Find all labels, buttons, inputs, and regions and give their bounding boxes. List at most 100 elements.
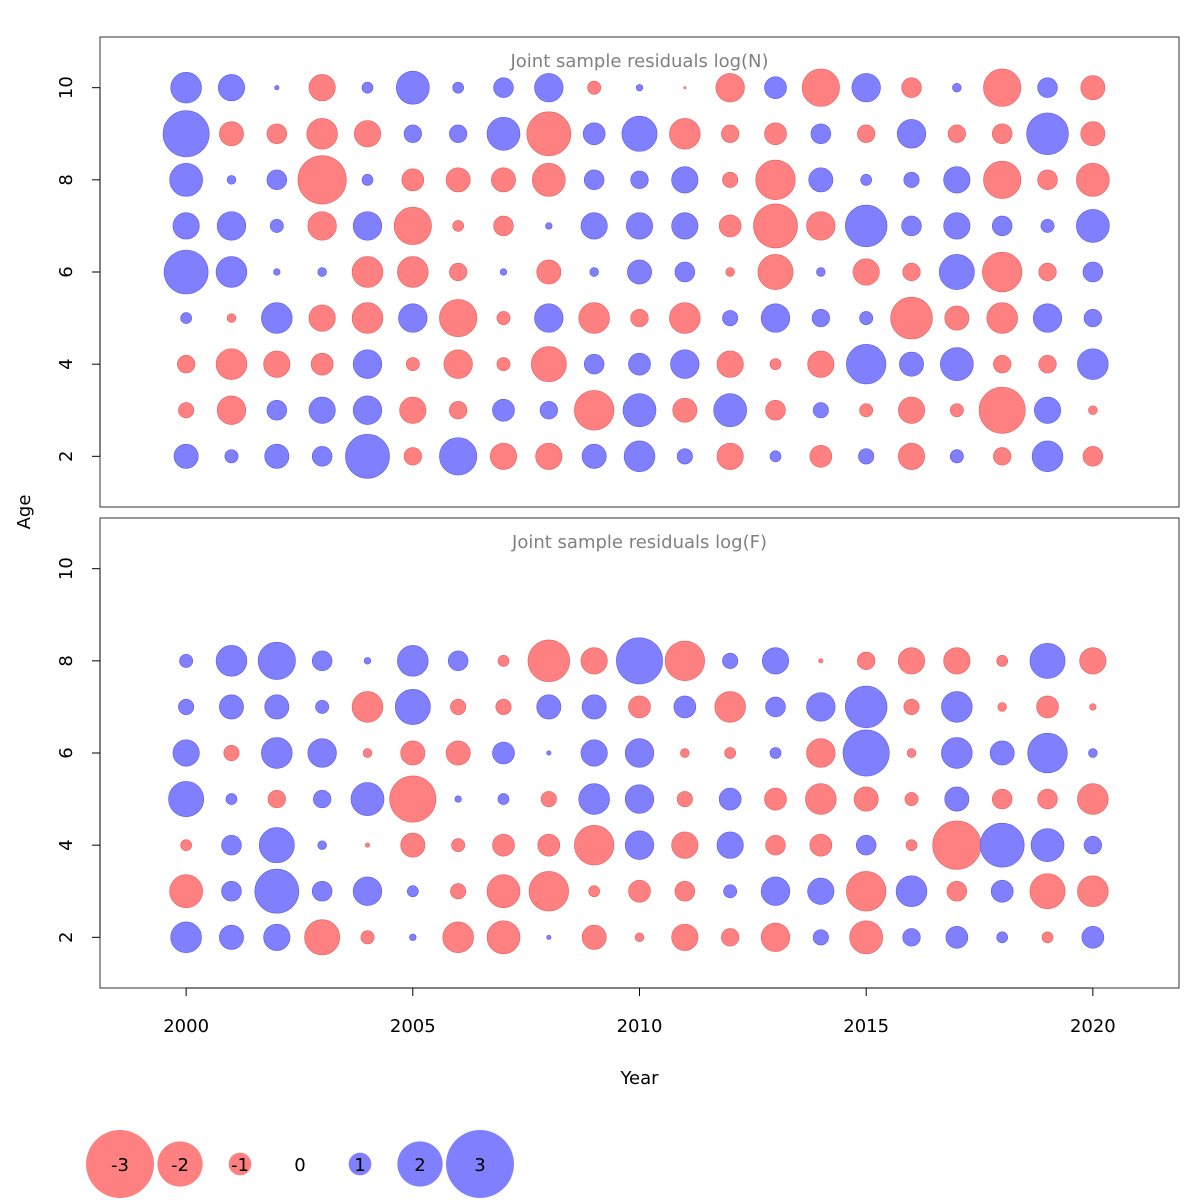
bubble-1-2008-age9 <box>526 111 572 157</box>
bubble-1-2006-age9 <box>449 124 468 143</box>
y-tick-label: 8 <box>56 174 77 185</box>
bubble-1-2015-age5 <box>859 311 874 325</box>
bubble-2-2001-age5 <box>225 793 238 805</box>
panel-title-1: Joint sample residuals log(N) <box>509 51 768 72</box>
bubble-1-2019-age8 <box>1037 169 1058 191</box>
bubble-2-2000-age8 <box>179 653 194 668</box>
bubble-1-2016-age3 <box>898 396 926 424</box>
bubble-1-2002-age5 <box>261 302 293 334</box>
bubble-2-2005-age7 <box>394 689 431 725</box>
bubble-1-2019-age5 <box>1032 303 1063 333</box>
legend-label: -2 <box>171 1155 189 1176</box>
bubble-1-2001-age8 <box>226 175 237 185</box>
bubble-1-2001-age2 <box>224 449 239 464</box>
x-tick-label: 2015 <box>843 1016 889 1037</box>
bubble-1-2012-age8 <box>722 171 739 188</box>
bubble-2-2016-age2 <box>902 928 921 947</box>
bubble-1-2010-age7 <box>625 212 653 240</box>
bubble-1-2000-age8 <box>169 163 203 197</box>
bubble-2-2010-age8 <box>616 637 663 685</box>
bubble-2-2011-age8 <box>664 640 705 681</box>
bubble-2-2002-age5 <box>267 789 286 809</box>
bubble-1-2000-age2 <box>173 443 199 469</box>
bubble-2-2003-age2 <box>304 919 341 956</box>
bubble-2-2018-age2 <box>996 931 1008 944</box>
bubble-2-2009-age6 <box>580 739 608 767</box>
bubble-1-2011-age6 <box>674 261 696 283</box>
bubble-1-2003-age10 <box>308 74 336 102</box>
bubble-2-2017-age6 <box>941 737 973 769</box>
bubble-1-2018-age9 <box>991 123 1013 144</box>
bubble-1-2018-age4 <box>993 355 1012 374</box>
bubble-1-2016-age7 <box>901 215 922 237</box>
bubble-1-2002-age3 <box>266 400 288 421</box>
bubble-1-2011-age3 <box>672 397 698 423</box>
bubble-1-2013-age7 <box>753 203 798 249</box>
bubble-1-2019-age6 <box>1038 262 1057 282</box>
bubble-1-2006-age4 <box>443 349 473 379</box>
bubble-1-2016-age10 <box>901 77 922 98</box>
bubble-2-2002-age6 <box>261 737 293 769</box>
bubble-2-2011-age7 <box>673 695 697 719</box>
bubble-2-2011-age3 <box>674 881 696 902</box>
bubble-2-2011-age2 <box>671 923 699 951</box>
bubble-1-2012-age10 <box>715 73 745 103</box>
bubble-2-2013-age8 <box>762 647 790 675</box>
bubble-2-2004-age8 <box>363 657 372 665</box>
y-tick-label: 2 <box>56 932 77 943</box>
bubble-1-2002-age7 <box>269 219 284 233</box>
bubble-1-2009-age5 <box>578 302 610 334</box>
bubble-1-2019-age9 <box>1026 112 1069 155</box>
bubble-1-2001-age10 <box>217 74 245 102</box>
bubble-2-2010-age5 <box>624 784 655 814</box>
bubble-1-2000-age3 <box>178 402 195 419</box>
bubble-1-2004-age3 <box>352 395 383 425</box>
bubble-2-2011-age6 <box>680 748 690 758</box>
bubble-2-2007-age5 <box>497 793 510 805</box>
bubble-1-2005-age4 <box>405 357 420 372</box>
bubble-1-2020-age5 <box>1083 308 1102 328</box>
bubble-2-2016-age5 <box>904 792 919 806</box>
bubble-2-2004-age5 <box>350 782 385 816</box>
bubble-1-2012-age6 <box>725 267 735 277</box>
bubble-1-2005-age2 <box>403 447 422 466</box>
bubble-1-2013-age2 <box>769 450 782 463</box>
bubble-1-2015-age3 <box>859 403 874 418</box>
bubble-2-2013-age5 <box>764 787 787 811</box>
legend-bubble--1 <box>228 1152 252 1176</box>
bubble-2-2020-age2 <box>1081 926 1105 949</box>
bubble-1-2002-age9 <box>266 123 288 144</box>
bubble-1-2010-age3 <box>622 393 657 428</box>
bubble-1-2011-age8 <box>671 166 699 194</box>
bubble-2-2013-age2 <box>760 922 791 952</box>
bubble-1-2019-age3 <box>1034 396 1062 424</box>
bubble-1-2014-age5 <box>811 308 830 328</box>
bubble-2-2000-age3 <box>169 874 203 909</box>
bubble-2-2008-age8 <box>527 639 571 683</box>
bubble-1-2003-age4 <box>310 352 334 376</box>
bubble-2-2006-age4 <box>451 838 466 853</box>
bubble-2-2018-age8 <box>996 655 1008 667</box>
bubble-1-2016-age4 <box>899 351 924 377</box>
bubble-2-2005-age5 <box>389 775 437 823</box>
bubble-2-2012-age7 <box>714 691 746 723</box>
bubble-2-2019-age3 <box>1029 873 1066 910</box>
bubble-1-2013-age5 <box>760 303 791 333</box>
bubble-1-2016-age5 <box>890 296 933 340</box>
bubble-1-2013-age8 <box>755 159 796 200</box>
bubble-1-2014-age7 <box>806 211 836 241</box>
bubble-1-2003-age2 <box>311 446 333 467</box>
bubble-2-2007-age3 <box>486 874 521 909</box>
bubble-1-2013-age4 <box>769 358 782 370</box>
bubble-2-2005-age3 <box>407 885 419 898</box>
bubble-1-2009-age9 <box>582 122 606 146</box>
bubble-1-2007-age2 <box>489 442 517 470</box>
bubble-1-2014-age10 <box>801 68 840 107</box>
bubble-1-2011-age4 <box>670 349 700 379</box>
bubble-2-2019-age8 <box>1029 642 1066 679</box>
bubble-2-2018-age7 <box>997 702 1007 712</box>
x-tick-label: 2000 <box>163 1016 209 1037</box>
bubble-1-2001-age6 <box>215 256 248 288</box>
legend-label: 3 <box>474 1155 485 1176</box>
bubble-2-2001-age8 <box>215 645 248 677</box>
